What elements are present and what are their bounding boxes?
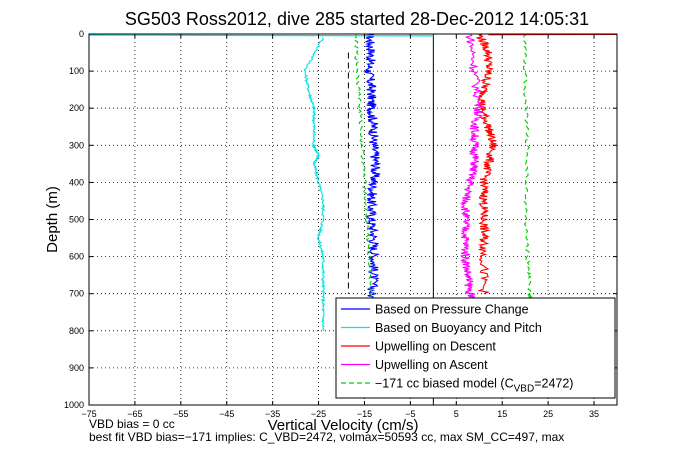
x-tick-label: −5 <box>405 409 415 419</box>
x-axis-label: Vertical Velocity (cm/s) <box>268 417 419 434</box>
y-tick-label: 300 <box>69 140 84 150</box>
series-line <box>353 33 378 339</box>
legend-tail: =2472) <box>534 377 573 391</box>
chart-title: SG503 Ross2012, dive 285 started 28-Dec-… <box>125 9 589 29</box>
legend: Based on Pressure Change Based on Buoyanc… <box>335 297 616 399</box>
y-tick-label: 600 <box>69 252 84 262</box>
series-line <box>459 33 484 302</box>
y-tick-label: 1000 <box>64 400 84 410</box>
y-tick-label: 400 <box>69 177 84 187</box>
series-line <box>475 33 497 295</box>
series-line <box>522 33 533 302</box>
y-tick-label: 200 <box>69 103 84 113</box>
x-tick-label: −45 <box>219 409 234 419</box>
legend-subscript: VBD <box>514 384 535 395</box>
y-tick-label: 800 <box>69 326 84 336</box>
y-axis-label: Depth (m) <box>44 186 61 253</box>
x-tick-label: 35 <box>589 409 599 419</box>
y-tick-label: 700 <box>69 289 84 299</box>
footer-best-fit: best fit VBD bias=−171 implies: C_VBD=24… <box>89 430 565 444</box>
y-tick-label: 0 <box>79 29 84 39</box>
x-tick-label: 25 <box>543 409 553 419</box>
x-tick-label: −55 <box>173 409 188 419</box>
x-tick-label: −25 <box>311 409 326 419</box>
x-tick-label: −65 <box>127 409 142 419</box>
series-surface-spike <box>88 34 434 37</box>
y-tick-label: 100 <box>69 66 84 76</box>
legend-label: Based on Pressure Change <box>375 303 529 317</box>
footer-vbd-bias: VBD bias = 0 cc <box>89 417 175 431</box>
legend-label: Based on Buoyancy and Pitch <box>375 321 542 335</box>
x-tick-label: −35 <box>265 409 280 419</box>
x-tick-label: −15 <box>357 409 372 419</box>
legend-label: Upwelling on Ascent <box>375 358 488 372</box>
y-tick-label: 900 <box>69 363 84 373</box>
series-line <box>362 33 382 302</box>
x-tick-label: 15 <box>497 409 507 419</box>
y-tick-label: 500 <box>69 215 84 225</box>
x-tick-label: −75 <box>81 409 96 419</box>
legend-box <box>335 297 616 399</box>
legend-label: Upwelling on Descent <box>375 340 496 354</box>
series-line <box>303 37 326 332</box>
x-tick-label: 5 <box>454 409 459 419</box>
